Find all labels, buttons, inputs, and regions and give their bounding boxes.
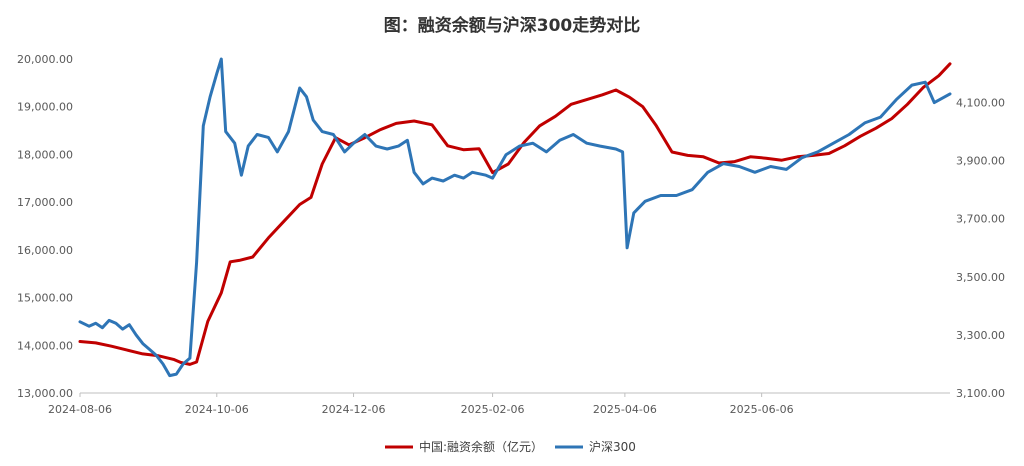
series-layer	[78, 57, 952, 378]
left-tick-label: 14,000.00	[17, 339, 73, 352]
right-axis: 3,100.00 3,300.00 3,500.00 3,700.00 3,900.00…	[956, 97, 1005, 400]
left-tick-label: 13,000.00	[17, 387, 73, 400]
left-tick-label: 15,000.00	[17, 292, 73, 305]
x-tick-label: 2024-10-06	[185, 403, 249, 416]
right-tick-label: 3,500.00	[956, 271, 1005, 284]
left-tick-label: 18,000.00	[17, 148, 73, 161]
x-tick-label: 2025-02-06	[461, 403, 525, 416]
right-tick-label: 3,700.00	[956, 213, 1005, 226]
x-tick-label: 2024-12-06	[322, 403, 386, 416]
left-tick-label: 20,000.00	[17, 53, 73, 66]
left-tick-label: 17,000.00	[17, 196, 73, 209]
right-tick-label: 4,100.00	[956, 97, 1005, 110]
legend-label: 中国:融资余额（亿元）	[419, 439, 543, 454]
x-tick-label: 2024-08-06	[48, 403, 112, 416]
left-tick-label: 16,000.00	[17, 244, 73, 257]
right-tick-label: 3,300.00	[956, 329, 1005, 342]
x-axis: 2024-08-06 2024-10-06 2024-12-06 2025-02-06…	[48, 393, 794, 416]
chart-title: 图：融资余额与沪深300走势对比	[384, 15, 641, 36]
left-axis: 13,000.00 14,000.00 15,000.00 16,000.00 17,0…	[17, 53, 73, 400]
legend: 中国:融资余额（亿元） 沪深300	[385, 439, 636, 454]
series-line-csi300	[78, 57, 952, 378]
right-tick-label: 3,100.00	[956, 387, 1005, 400]
right-tick-label: 3,900.00	[956, 155, 1005, 168]
left-tick-label: 19,000.00	[17, 101, 73, 114]
x-tick-label: 2025-06-06	[730, 403, 794, 416]
series-line-margin-balance	[78, 62, 952, 366]
x-tick-label: 2025-04-06	[593, 403, 657, 416]
legend-label: 沪深300	[589, 440, 636, 454]
